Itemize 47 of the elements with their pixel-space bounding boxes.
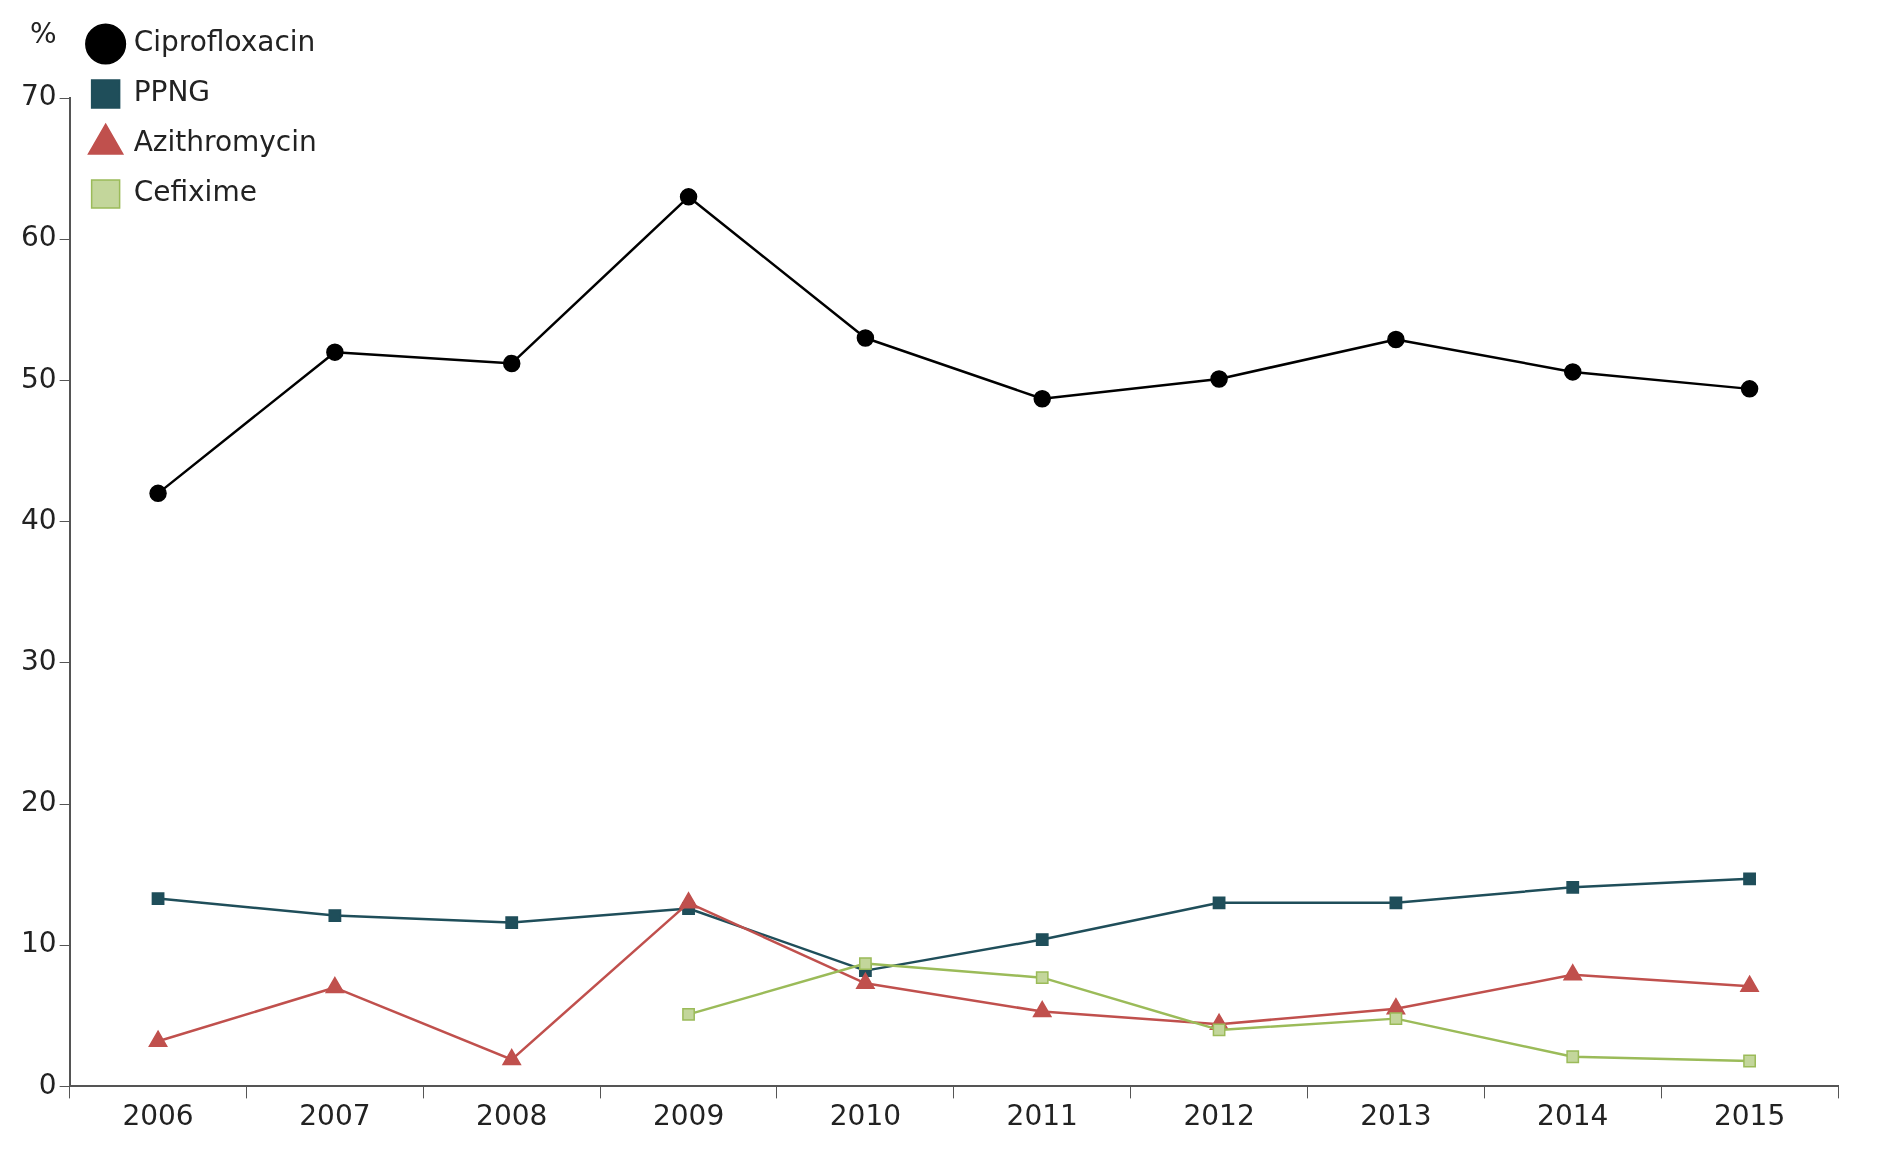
y-tick-label: 0 <box>38 1067 57 1101</box>
point <box>1566 880 1580 894</box>
x-tick-label: 2012 <box>1183 1099 1255 1133</box>
x-tick-label: 2009 <box>652 1099 725 1133</box>
y-tick-label: 70 <box>20 79 57 113</box>
legend-label: Cefixime <box>133 175 257 209</box>
x-tick-label: 2010 <box>829 1099 902 1133</box>
point <box>1566 1050 1580 1064</box>
legend-label: Ciprofloxacin <box>133 25 316 59</box>
y-tick-label: 60 <box>20 220 57 254</box>
x-tick-label: 2015 <box>1713 1099 1786 1133</box>
x-tick-label: 2006 <box>122 1099 194 1133</box>
point <box>505 916 519 930</box>
point <box>1743 872 1756 886</box>
point <box>1033 390 1051 408</box>
point <box>1743 1054 1756 1068</box>
point <box>679 188 698 206</box>
point <box>1212 896 1226 910</box>
y-tick-label: 20 <box>20 785 57 819</box>
point <box>858 957 872 970</box>
x-tick-label: 2008 <box>476 1099 548 1133</box>
point <box>856 329 875 347</box>
y-tick-label: 30 <box>20 644 57 678</box>
point <box>149 484 167 503</box>
point <box>328 909 342 922</box>
point <box>682 1007 695 1021</box>
point <box>1389 1012 1403 1026</box>
y-axis-title: % <box>30 17 57 51</box>
y-tick-label: 40 <box>20 502 57 536</box>
point <box>502 354 521 373</box>
x-tick-label: 2014 <box>1537 1099 1609 1133</box>
point <box>151 892 165 906</box>
point <box>1210 370 1228 388</box>
point <box>326 343 344 361</box>
point <box>1563 363 1582 381</box>
legend-label: PPNG <box>133 75 211 109</box>
x-tick-label: 2011 <box>1006 1099 1078 1133</box>
point <box>1389 896 1403 910</box>
legend-label: Azithromycin <box>133 125 317 159</box>
y-tick-label: 50 <box>20 361 57 395</box>
point <box>1035 933 1049 946</box>
y-tick-label: 10 <box>20 926 57 960</box>
point <box>1035 971 1049 985</box>
x-tick-label: 2007 <box>299 1099 371 1133</box>
point <box>1387 330 1405 349</box>
point <box>1740 380 1759 398</box>
x-tick-label: 2013 <box>1360 1099 1432 1133</box>
